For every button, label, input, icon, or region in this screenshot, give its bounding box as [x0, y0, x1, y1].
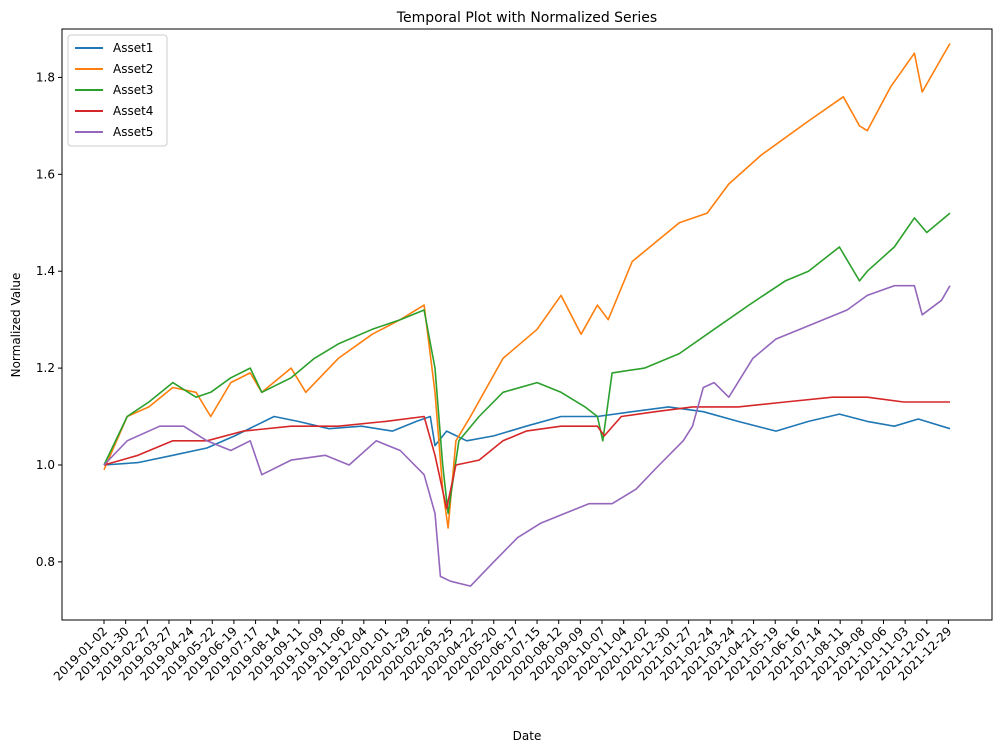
legend-label: Asset1	[113, 41, 153, 55]
legend-label: Asset2	[113, 62, 153, 76]
legend: Asset1 Asset2 Asset3 Asset4 Asset5	[67, 34, 168, 147]
y-tick-label: 0.8	[36, 555, 55, 569]
y-tick-label: 1.8	[36, 70, 55, 84]
x-axis: 2019-01-022019-01-302019-02-272019-03-27…	[51, 620, 955, 683]
y-axis: 0.8 1.0 1.2 1.4 1.6 1.8	[36, 70, 62, 569]
y-tick-label: 1.6	[36, 167, 55, 181]
y-tick-label: 1.4	[36, 264, 55, 278]
chart-title: Temporal Plot with Normalized Series	[396, 10, 657, 26]
series-line-asset2	[103, 43, 951, 529]
y-tick-label: 1.0	[36, 458, 55, 472]
legend-label: Asset3	[113, 83, 153, 97]
series-line-asset1	[103, 406, 951, 466]
y-axis-title: Normalized Value	[9, 273, 23, 378]
series-line-asset4	[103, 396, 950, 510]
legend-label: Asset5	[113, 125, 153, 139]
series-line-asset5	[103, 284, 951, 587]
legend-label: Asset4	[113, 104, 153, 118]
plot-area	[61, 28, 993, 621]
x-axis-title: Date	[513, 729, 542, 743]
series-line-asset3	[103, 212, 951, 515]
legend-box	[67, 34, 168, 147]
y-tick-label: 1.2	[36, 361, 55, 375]
series-lines	[103, 43, 951, 587]
